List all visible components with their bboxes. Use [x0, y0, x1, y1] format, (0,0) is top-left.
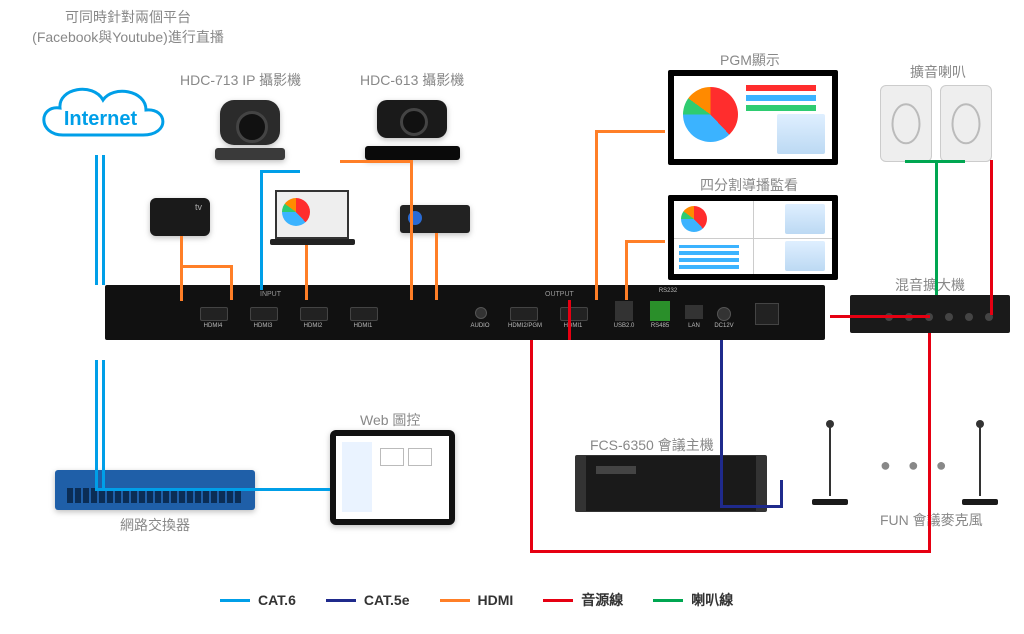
- conference-mic-1: [810, 420, 850, 505]
- camera-ip: [210, 95, 290, 160]
- mixer-label: 混音擴大機: [895, 275, 965, 295]
- streaming-note-line2: (Facebook與Youtube)進行直播: [32, 29, 224, 45]
- pgm-label: PGM顯示: [720, 50, 780, 70]
- mic-ellipsis: ● ● ●: [880, 455, 953, 476]
- streaming-note-line1: 可同時針對兩個平台: [65, 9, 191, 25]
- conf-mic-label: FUN 會議麥克風: [880, 510, 983, 530]
- hdmi1-label: HDMI1: [348, 323, 378, 329]
- out-pgm-label: HDMI2/PGM: [500, 323, 550, 329]
- audio-label: AUDIO: [465, 323, 495, 329]
- hdmi4-label: HDMI4: [198, 323, 228, 329]
- out-hdmi1-label: HDMI1: [558, 323, 588, 329]
- mixer-amp: [850, 295, 1010, 333]
- camera-std: [365, 100, 460, 160]
- cam-ip-label: HDC-713 IP 攝影機: [180, 70, 301, 90]
- speaker-right: [940, 85, 992, 162]
- dc12v-label: DC12V: [710, 323, 738, 329]
- web-control-tablet: [330, 430, 455, 525]
- quad-monitor: [668, 195, 838, 280]
- input-header: INPUT: [260, 291, 281, 298]
- legend: CAT.6CAT.5eHDMI音源線喇叭線: [220, 590, 733, 610]
- main-switcher: INPUT OUTPUT HDMI4 HDMI3 HDMI2 HDMI1 HDM…: [105, 285, 825, 340]
- quad-label: 四分割導播監看: [700, 175, 798, 195]
- lan-label: LAN: [681, 323, 707, 329]
- webctl-label: Web 圖控: [360, 410, 420, 430]
- speaker-left: [880, 85, 932, 162]
- internet-label: Internet: [28, 108, 173, 131]
- tablet-source: [270, 190, 355, 245]
- pgm-monitor: [668, 70, 838, 165]
- conference-mic-2: [960, 420, 1000, 505]
- netswitch-label: 網路交換器: [120, 515, 190, 535]
- hdmi3-label: HDMI3: [248, 323, 278, 329]
- confhost-label: FCS-6350 會議主機: [590, 435, 714, 455]
- internet-cloud: Internet: [28, 80, 173, 155]
- output-header: OUTPUT: [545, 291, 574, 298]
- cam-std-label: HDC-613 攝影機: [360, 70, 464, 90]
- usb-label: USB2.0: [608, 323, 640, 329]
- rs485-label: RS485: [645, 323, 675, 329]
- pa-speaker-label: 擴音喇叭: [910, 62, 966, 82]
- hdmi2-label: HDMI2: [298, 323, 328, 329]
- apple-tv: [150, 198, 210, 236]
- conference-host: [575, 455, 767, 512]
- rs232-label: RS232: [653, 288, 683, 294]
